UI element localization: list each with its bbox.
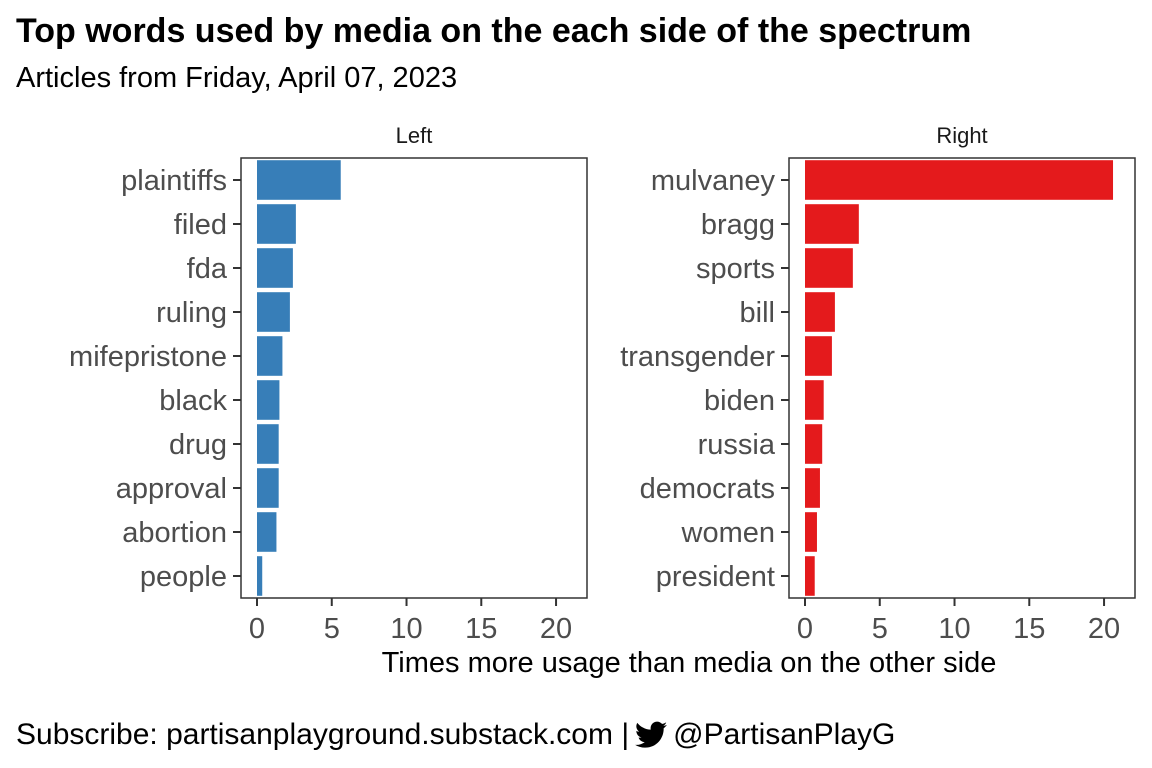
- y-tick-label: democrats: [640, 473, 775, 505]
- y-tick-label: plaintiffs: [121, 165, 227, 197]
- y-tick-label: drug: [169, 429, 227, 461]
- y-tick-label: black: [159, 385, 227, 417]
- y-tick-label: president: [656, 561, 775, 593]
- x-tick-label: 5: [324, 613, 340, 645]
- chart-title: Top words used by media on the each side…: [16, 12, 971, 50]
- bar: [805, 556, 815, 596]
- bar: [257, 336, 283, 376]
- footer: Subscribe: partisanplayground.substack.c…: [16, 716, 895, 754]
- panel-strip-label: Right: [936, 123, 987, 148]
- y-tick-label: women: [681, 517, 776, 549]
- y-tick-label: bill: [740, 297, 775, 329]
- panel-border: [788, 157, 1136, 599]
- bar: [805, 380, 824, 420]
- x-tick-label: 20: [540, 613, 572, 645]
- twitter-handle: @PartisanPlayG: [673, 718, 896, 751]
- bar: [257, 556, 263, 596]
- y-tick-label: mifepristone: [69, 341, 227, 373]
- x-tick-label: 20: [1088, 613, 1120, 645]
- panel-strip-label: Left: [396, 123, 433, 148]
- bar: [257, 512, 277, 552]
- panel-border: [240, 157, 588, 599]
- y-tick-label: ruling: [156, 297, 227, 329]
- y-tick-label: filed: [174, 209, 227, 241]
- y-tick-label: mulvaney: [651, 165, 776, 197]
- bar: [805, 160, 1114, 200]
- bar: [805, 336, 832, 376]
- bar: [805, 468, 820, 508]
- y-tick-label: people: [140, 561, 227, 593]
- bar: [257, 160, 341, 200]
- bar: [805, 248, 853, 288]
- bar: [257, 468, 279, 508]
- bar: [257, 380, 280, 420]
- x-tick-label: 15: [1013, 613, 1045, 645]
- bar: [805, 204, 859, 244]
- y-tick-label: bragg: [701, 209, 775, 241]
- y-tick-label: approval: [116, 473, 227, 505]
- x-tick-label: 0: [797, 613, 813, 645]
- y-tick-label: sports: [696, 253, 775, 285]
- twitter-bird-icon: [635, 721, 668, 749]
- x-tick-label: 5: [872, 613, 888, 645]
- panel-right: Right mulvaney bragg sports bill transgender b…: [620, 123, 1136, 645]
- y-tick-label: russia: [698, 429, 776, 461]
- y-tick-label: biden: [704, 385, 775, 417]
- x-tick-label: 0: [249, 613, 265, 645]
- x-axis-label: Times more usage than media on the other…: [382, 647, 997, 679]
- bar: [257, 424, 279, 464]
- chart-panels: Left plaintiffs filed fda ruling mifepristone…: [69, 123, 1136, 645]
- y-tick-label: transgender: [620, 341, 775, 373]
- x-tick-label: 15: [465, 613, 497, 645]
- panel-left: Left plaintiffs filed fda ruling mifepristone…: [69, 123, 588, 645]
- bar: [257, 248, 293, 288]
- y-tick-label: fda: [187, 253, 228, 285]
- bar: [805, 424, 823, 464]
- y-tick-label: abortion: [122, 517, 227, 549]
- bar: [805, 292, 835, 332]
- bar: [257, 204, 296, 244]
- bar: [257, 292, 290, 332]
- x-tick-label: 10: [938, 613, 970, 645]
- subscribe-text: Subscribe: partisanplayground.substack.c…: [16, 718, 630, 751]
- x-tick-label: 10: [390, 613, 422, 645]
- chart-subtitle: Articles from Friday, April 07, 2023: [16, 62, 457, 94]
- bar: [805, 512, 817, 552]
